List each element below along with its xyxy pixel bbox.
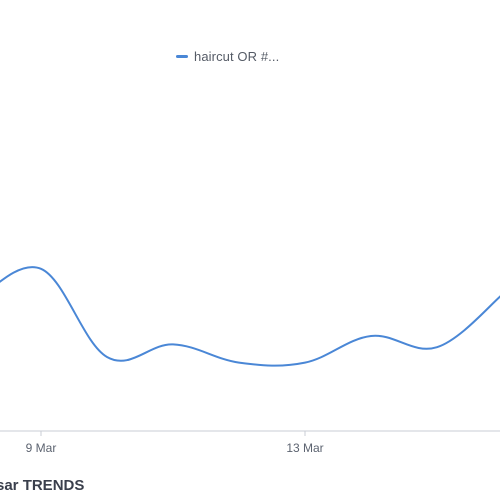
- data-point-12-mar[interactable]: [235, 359, 243, 367]
- brand-footer: sar TRENDS: [0, 477, 85, 494]
- data-point-11-mar[interactable]: [169, 340, 177, 348]
- data-point-10-mar[interactable]: [103, 353, 111, 361]
- data-point-15-mar[interactable]: [433, 343, 441, 351]
- legend-label: haircut OR #...: [194, 49, 280, 64]
- data-point-9-mar[interactable]: [37, 265, 45, 273]
- x-axis-ticks: 9 Mar 13 Mar: [26, 431, 324, 455]
- series-line-haircut[interactable]: [0, 266, 500, 367]
- x-tick-label: 13 Mar: [286, 441, 323, 455]
- legend[interactable]: haircut OR #...: [176, 49, 279, 64]
- legend-swatch: [176, 55, 188, 58]
- data-point-14-mar[interactable]: [367, 332, 375, 340]
- data-point-13-mar[interactable]: [301, 359, 309, 367]
- series-layer: [0, 265, 500, 367]
- x-tick-label: 9 Mar: [26, 441, 57, 455]
